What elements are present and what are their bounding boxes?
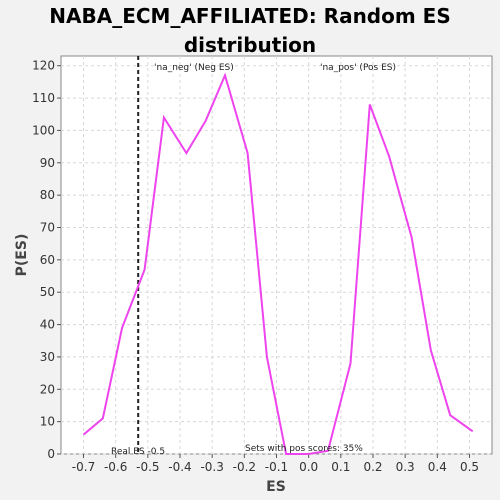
y-tick-label: 10	[40, 415, 55, 429]
x-tick-label: -0.1	[265, 460, 288, 474]
grid	[61, 56, 492, 455]
y-axis-ticks: 0 10 20 30 40 50 60 70 80 90 100 110 120	[32, 59, 61, 461]
x-tick-label: 0.1	[331, 460, 350, 474]
x-axis-ticks: -0.7 -0.6 -0.5 -0.4 -0.3 -0.2 -0.1 0.0 0.1 0.2 0.3…	[72, 454, 479, 474]
real-es-label: Real ES -0.5	[111, 447, 165, 457]
x-tick-label: 0.2	[363, 460, 382, 474]
pos-es-label: 'na_pos' (Pos ES)	[320, 63, 396, 73]
x-tick-label: -0.5	[136, 460, 159, 474]
y-tick-label: 80	[40, 188, 55, 202]
y-tick-label: 70	[40, 220, 55, 234]
x-tick-label: -0.2	[233, 460, 256, 474]
x-tick-label: -0.4	[168, 460, 191, 474]
y-tick-label: 20	[40, 382, 55, 396]
chart-title-line2: distribution	[183, 33, 317, 57]
y-tick-label: 60	[40, 253, 55, 267]
y-tick-label: 40	[40, 318, 55, 332]
chart-title-line1: NABA_ECM_AFFILIATED: Random ES	[49, 4, 451, 28]
series-line	[82, 72, 474, 455]
x-tick-label: 0.4	[428, 460, 447, 474]
x-axis-label: ES	[266, 479, 286, 495]
pos-scores-label: Sets with pos scores: 35%	[245, 444, 363, 454]
chart-title: NABA_ECM_AFFILIATED: Random ES distribut…	[0, 2, 500, 60]
y-tick-label: 30	[40, 350, 55, 364]
x-tick-label: 0.0	[299, 460, 318, 474]
y-tick-label: 100	[32, 123, 55, 137]
neg-es-label: 'na_neg' (Neg ES)	[154, 63, 234, 73]
y-tick-label: 50	[40, 285, 55, 299]
x-tick-label: -0.7	[72, 460, 95, 474]
y-tick-label: 0	[47, 447, 55, 461]
y-axis-label: P(ES)	[14, 234, 30, 277]
y-tick-label: 90	[40, 156, 55, 170]
x-tick-label: 0.5	[460, 460, 479, 474]
y-tick-label: 110	[32, 91, 55, 105]
x-tick-label: -0.6	[104, 460, 127, 474]
x-tick-label: 0.3	[396, 460, 415, 474]
x-tick-label: -0.3	[200, 460, 223, 474]
y-tick-label: 120	[32, 59, 55, 73]
